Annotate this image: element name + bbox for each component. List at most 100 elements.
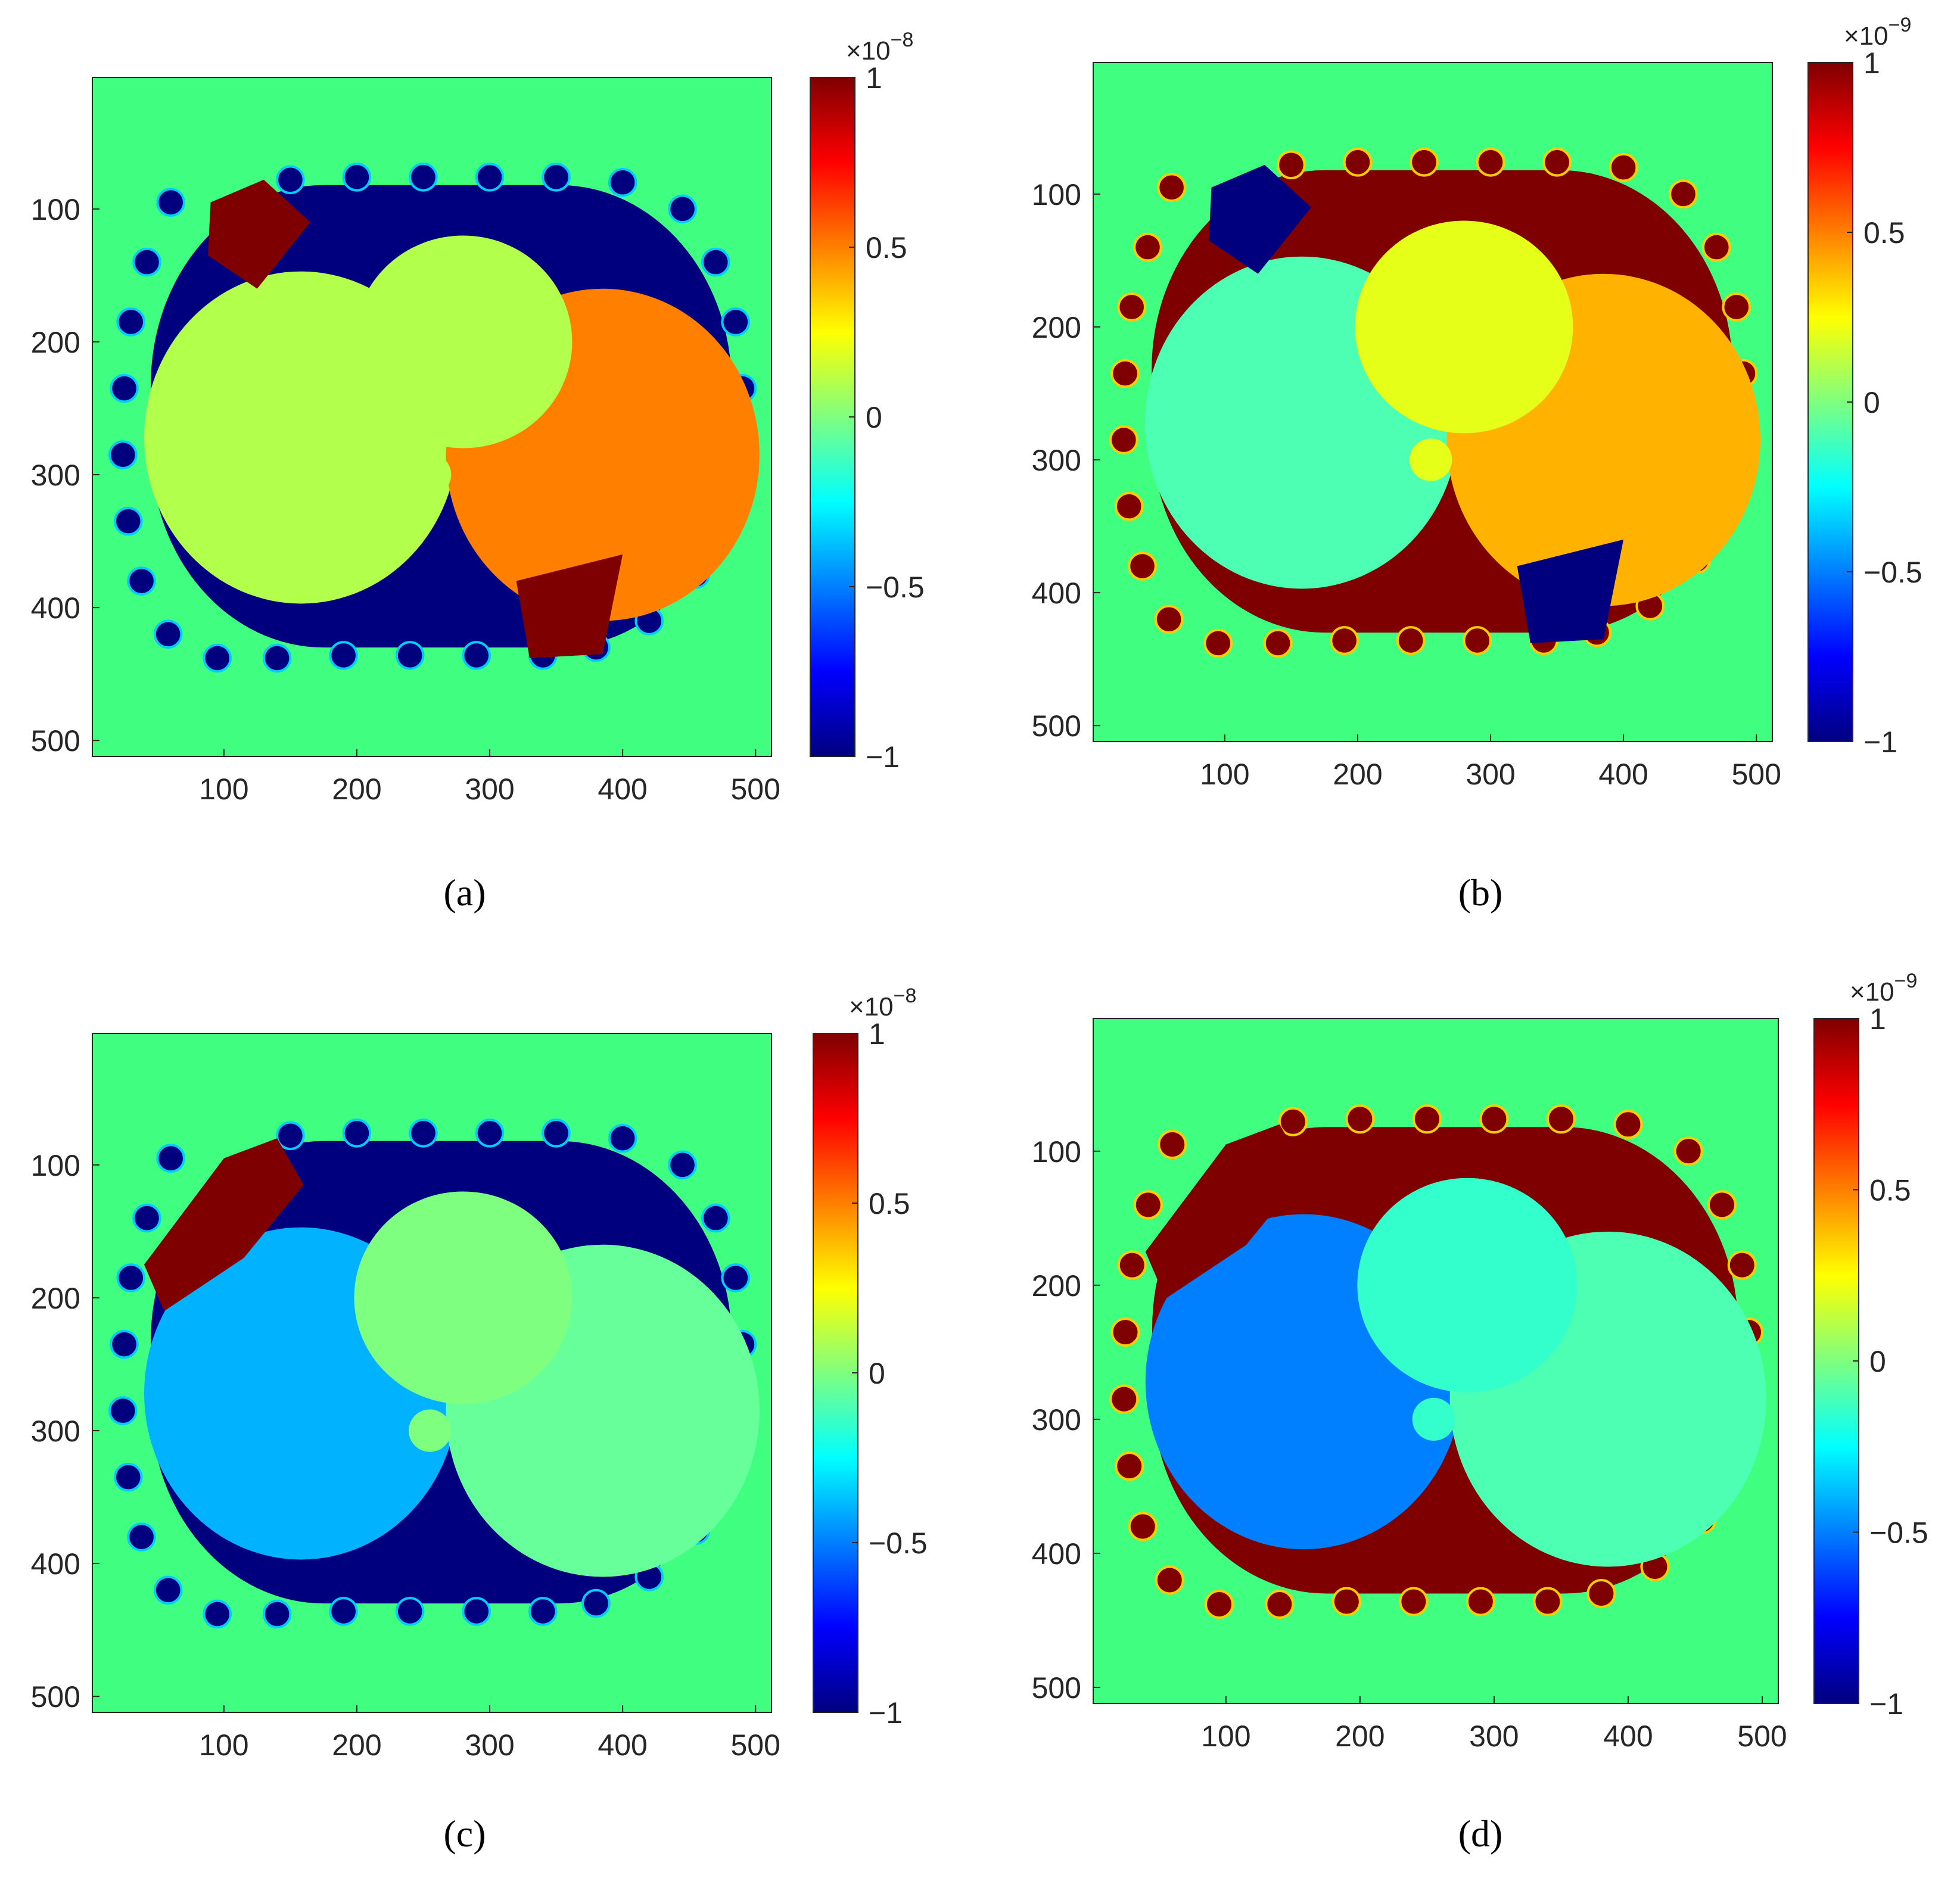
electrode-bump xyxy=(1412,1104,1442,1134)
panel-caption: (b) xyxy=(1458,871,1503,914)
x-tick-label: 100 xyxy=(199,772,248,806)
colorbar-tick-label: 1 xyxy=(869,1017,885,1051)
scale-base: ×10 xyxy=(1844,21,1889,51)
electrode-bump xyxy=(1613,1110,1643,1139)
colorbar-tick-label: 0 xyxy=(1869,1345,1886,1378)
colorbar-tick-label: 1 xyxy=(866,61,882,95)
colorbar-tick-label: −1 xyxy=(1869,1687,1903,1721)
colorbar xyxy=(813,1033,858,1713)
x-tick-label: 500 xyxy=(731,772,780,806)
electrode-bump xyxy=(462,641,491,670)
electrode-bump xyxy=(262,1599,292,1629)
colorbar-tick-label: 0.5 xyxy=(866,231,907,264)
plot-frame xyxy=(92,77,772,757)
electrode-bump xyxy=(1396,626,1426,655)
electrode-bump xyxy=(153,619,183,649)
plot-frame xyxy=(92,1033,772,1713)
y-tick-label: 200 xyxy=(31,326,80,359)
x-tick-label: 300 xyxy=(465,1728,514,1762)
electrode-bump xyxy=(1128,552,1157,581)
electrode-bump xyxy=(1343,148,1373,177)
electrode-bump xyxy=(668,194,697,224)
electrode-bump xyxy=(1546,1104,1576,1134)
colorbar-scale-factor: ×10−8 xyxy=(846,29,913,66)
electrode-bump xyxy=(1109,1384,1139,1414)
electrode-bump xyxy=(1205,1589,1234,1619)
electrode-bump xyxy=(1117,292,1147,322)
electrode-bump xyxy=(156,1144,185,1173)
electrode-bump xyxy=(668,1150,697,1180)
colorbar-tick-label: 1 xyxy=(1863,46,1880,80)
electrode-bump xyxy=(329,1597,358,1626)
colorbar-scale-factor: ×10−9 xyxy=(1850,970,1917,1007)
plot-frame xyxy=(1093,62,1773,742)
y-tick-label: 100 xyxy=(31,1149,80,1182)
x-tick-label: 400 xyxy=(1598,758,1648,791)
electrode-bump xyxy=(1133,1190,1163,1220)
y-tick-label: 200 xyxy=(1032,311,1081,344)
electrode-bump xyxy=(1727,1250,1757,1280)
heart-region xyxy=(354,1191,573,1404)
colorbar-tick-label: 1 xyxy=(1869,1002,1886,1036)
vessel-region xyxy=(408,453,452,496)
x-tick-label: 100 xyxy=(1201,1720,1250,1753)
x-tick-label: 500 xyxy=(1737,1720,1787,1753)
vessel-region xyxy=(1409,438,1452,481)
electrode-bump xyxy=(608,1123,637,1153)
vessel-region xyxy=(1412,1397,1455,1441)
electrode-bump xyxy=(1154,605,1184,634)
electrode-bump xyxy=(1155,1565,1184,1595)
electrode-bump xyxy=(1157,173,1186,203)
electrode-bump xyxy=(116,1263,146,1292)
electrode-bump xyxy=(1277,150,1306,180)
colorbar-tick-label: 0 xyxy=(866,401,882,434)
electrode-bump xyxy=(462,1597,491,1626)
electrode-bump xyxy=(701,247,730,277)
electrode-bump xyxy=(1707,1190,1737,1220)
x-tick-label: 300 xyxy=(465,772,514,806)
y-tick-label: 400 xyxy=(1032,1537,1081,1571)
panel-b: 100 200 300 400 500 100 200 300 400 500 −1 −0.5 0 0.5… xyxy=(1032,14,1922,914)
x-tick-label: 200 xyxy=(332,772,381,806)
electrode-bump xyxy=(721,307,751,337)
y-tick-label: 400 xyxy=(31,1547,80,1581)
electrode-bump xyxy=(127,566,156,596)
colorbar-tick-label: 0.5 xyxy=(1869,1174,1911,1207)
colorbar-tick-label: −0.5 xyxy=(1869,1516,1928,1550)
electrode-bump xyxy=(1115,1451,1144,1481)
electrode-bump xyxy=(113,506,143,536)
panel-c: 100 200 300 400 500 100 200 300 400 500 −1 −0.5 0 0.5… xyxy=(31,985,928,1855)
electrode-bump xyxy=(409,1119,438,1148)
y-tick-label: 200 xyxy=(1032,1269,1081,1303)
electrode-bump xyxy=(395,1597,425,1626)
electrode-bump xyxy=(1669,179,1698,209)
electrode-bump xyxy=(1701,232,1731,262)
x-tick-label: 300 xyxy=(1466,758,1515,791)
scale-base: ×10 xyxy=(846,36,891,66)
electrode-bump xyxy=(1673,1136,1703,1166)
colorbar-tick-label: −0.5 xyxy=(1863,556,1922,589)
x-tick-label: 200 xyxy=(1335,1720,1385,1753)
panel-d: 100 200 300 400 500 100 200 300 400 500 −1 −0.5 0 0.5… xyxy=(1032,970,1928,1855)
electrode-bump xyxy=(1203,628,1233,658)
panel-a: 100 200 300 400 500 100 200 300 400 500 −1 −0.5 0 0.5… xyxy=(31,29,925,914)
x-tick-label: 500 xyxy=(1732,758,1781,791)
colorbar-tick-label: −1 xyxy=(866,740,900,774)
scale-exponent: −9 xyxy=(1894,970,1918,992)
electrode-bump xyxy=(581,1588,611,1618)
colorbar-tick-label: −1 xyxy=(1863,725,1897,759)
colorbar-tick-label: −0.5 xyxy=(869,1527,928,1560)
y-tick-label: 100 xyxy=(1032,1135,1081,1169)
y-tick-label: 200 xyxy=(31,1282,80,1315)
electrode-bump xyxy=(342,163,372,192)
y-tick-label: 500 xyxy=(1032,709,1081,743)
electrode-bump xyxy=(1265,1589,1295,1619)
electrode-bump xyxy=(1722,292,1751,322)
electrode-bump xyxy=(342,1119,372,1148)
electrode-bump xyxy=(132,247,161,277)
electrode-bump xyxy=(395,641,425,670)
electrode-bump xyxy=(1331,1587,1361,1616)
colorbar-scale-factor: ×10−9 xyxy=(1844,14,1911,51)
y-tick-label: 300 xyxy=(31,1415,80,1448)
